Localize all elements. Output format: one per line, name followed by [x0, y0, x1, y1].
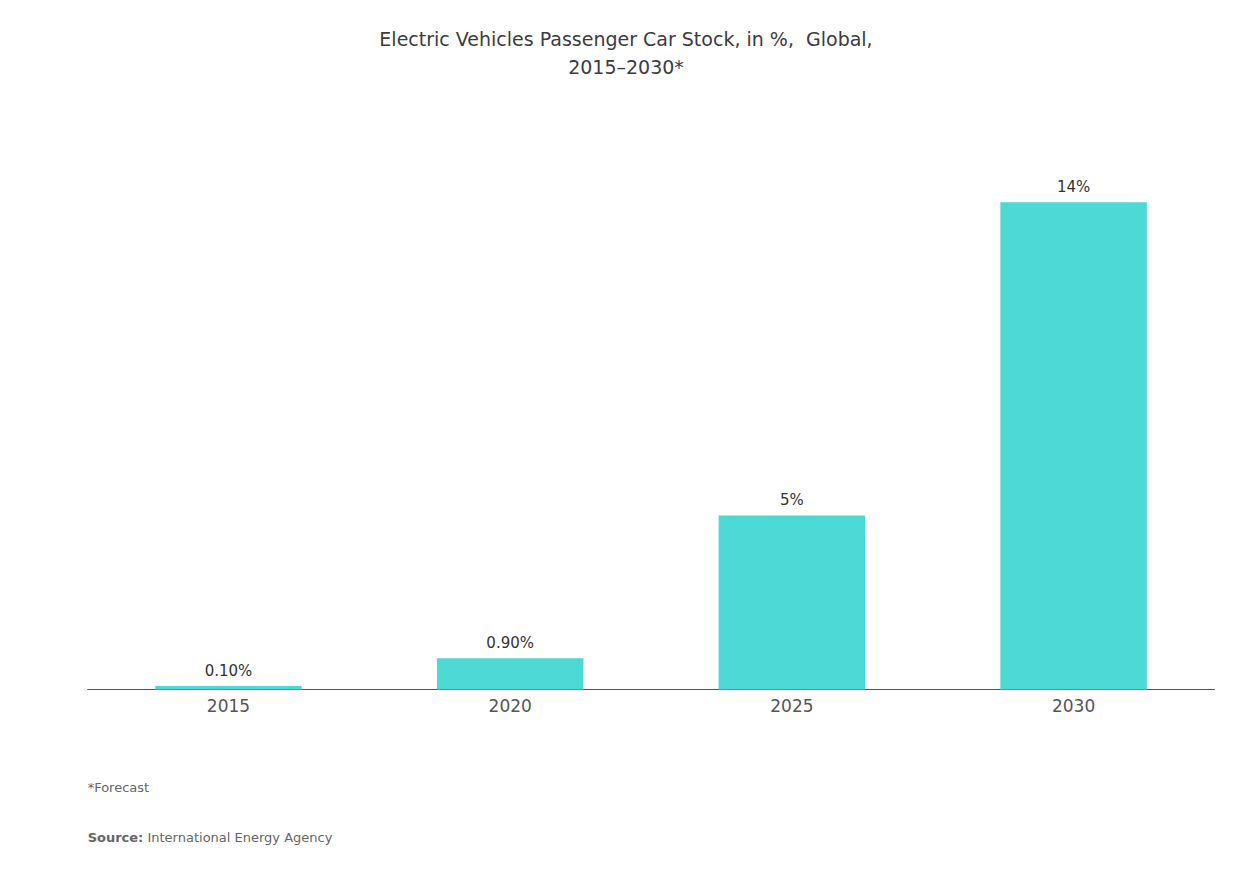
- svg-text:Source:: Source:: [88, 830, 144, 845]
- svg-text:14%: 14%: [1057, 178, 1090, 196]
- svg-text:5%: 5%: [780, 491, 804, 509]
- svg-text:*Forecast: *Forecast: [88, 780, 150, 795]
- svg-text:2030: 2030: [1052, 696, 1095, 716]
- svg-text:0.10%: 0.10%: [205, 662, 253, 680]
- svg-text:International Energy Agency: International Energy Agency: [143, 830, 332, 845]
- svg-text:2015: 2015: [207, 696, 250, 716]
- svg-text:Electric Vehicles Passenger Ca: Electric Vehicles Passenger Car Stock, i…: [379, 28, 872, 50]
- svg-text:2025: 2025: [770, 696, 813, 716]
- svg-text:2020: 2020: [489, 696, 532, 716]
- svg-text:2015–2030*: 2015–2030*: [568, 56, 684, 78]
- svg-text:0.90%: 0.90%: [486, 634, 534, 652]
